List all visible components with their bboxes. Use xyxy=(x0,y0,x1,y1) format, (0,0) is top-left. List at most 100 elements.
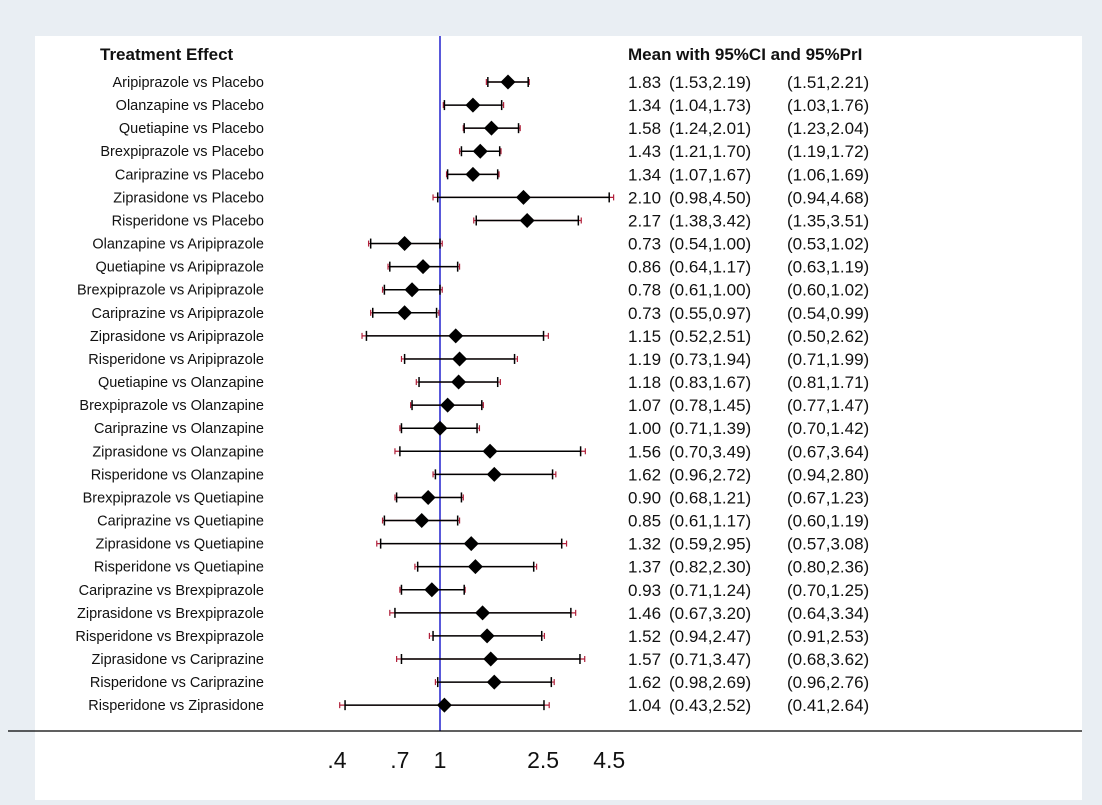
row-label: Ziprasidone vs Brexpiprazole xyxy=(77,606,264,622)
prediction-interval-text: (1.06,1.69) xyxy=(787,165,869,184)
forest-row: Quetiapine vs Olanzapine 1.18 (0.83,1.67) (… xyxy=(98,373,869,392)
confidence-interval-text: (0.54,1.00) xyxy=(669,235,751,254)
mean-value: 1.37 xyxy=(628,558,661,577)
mean-value: 1.18 xyxy=(628,373,661,392)
mean-diamond-marker xyxy=(465,97,481,113)
row-label: Quetiapine vs Placebo xyxy=(119,121,264,137)
confidence-interval-text: (0.67,3.20) xyxy=(669,604,751,623)
mean-value: 1.07 xyxy=(628,396,661,415)
prediction-interval-text: (0.57,3.08) xyxy=(787,535,869,554)
prediction-interval-text: (0.77,1.47) xyxy=(787,396,869,415)
mean-value: 1.62 xyxy=(628,465,661,484)
row-label: Risperidone vs Brexpiprazole xyxy=(75,629,264,645)
confidence-interval-text: (0.96,2.72) xyxy=(669,465,751,484)
row-label: Ziprasidone vs Cariprazine xyxy=(92,652,264,668)
forest-row: Cariprazine vs Quetiapine 0.85 (0.61,1.17)… xyxy=(97,512,869,531)
prediction-interval-text: (0.67,1.23) xyxy=(787,488,869,507)
row-label: Cariprazine vs Olanzapine xyxy=(94,421,264,437)
confidence-interval-text: (0.59,2.95) xyxy=(669,535,751,554)
forest-row: Ziprasidone vs Brexpiprazole 1.46 (0.67,3.… xyxy=(77,604,869,623)
confidence-interval-text: (0.78,1.45) xyxy=(669,396,751,415)
mean-diamond-marker xyxy=(463,536,479,552)
mean-value: 1.00 xyxy=(628,419,661,438)
mean-diamond-marker xyxy=(467,559,483,575)
prediction-interval-text: (0.68,3.62) xyxy=(787,650,869,669)
mean-value: 0.85 xyxy=(628,512,661,531)
mean-value: 0.73 xyxy=(628,304,661,323)
mean-value: 2.17 xyxy=(628,211,661,230)
prediction-interval-text: (1.03,1.76) xyxy=(787,96,869,115)
row-label: Olanzapine vs Placebo xyxy=(116,98,264,114)
confidence-interval-text: (0.61,1.17) xyxy=(669,512,751,531)
row-label: Brexpiprazole vs Placebo xyxy=(100,144,264,160)
confidence-interval-text: (0.71,1.24) xyxy=(669,581,751,600)
forest-row: Risperidone vs Ziprasidone 1.04 (0.43,2.52… xyxy=(88,696,869,715)
prediction-interval-text: (0.64,3.34) xyxy=(787,604,869,623)
row-label: Risperidone vs Aripiprazole xyxy=(88,352,264,368)
confidence-interval-text: (1.04,1.73) xyxy=(669,96,751,115)
prediction-interval-text: (0.67,3.64) xyxy=(787,442,869,461)
mean-value: 1.43 xyxy=(628,142,661,161)
forest-row: Ziprasidone vs Cariprazine 1.57 (0.71,3.47… xyxy=(92,650,870,669)
row-label: Risperidone vs Ziprasidone xyxy=(88,698,264,714)
mean-value: 0.78 xyxy=(628,281,661,300)
prediction-interval-text: (0.71,1.99) xyxy=(787,350,869,369)
mean-diamond-marker xyxy=(483,651,499,667)
x-tick-label: 1 xyxy=(434,747,447,773)
mean-value: 1.58 xyxy=(628,119,661,138)
mean-diamond-marker xyxy=(483,120,499,136)
prediction-interval-text: (1.35,3.51) xyxy=(787,211,869,230)
confidence-interval-text: (0.55,0.97) xyxy=(669,304,751,323)
forest-row: Risperidone vs Cariprazine 1.62 (0.98,2.69… xyxy=(90,673,869,692)
confidence-interval-text: (0.83,1.67) xyxy=(669,373,751,392)
prediction-interval-text: (0.41,2.64) xyxy=(787,696,869,715)
forest-row: Ziprasidone vs Olanzapine 1.56 (0.70,3.49)… xyxy=(92,442,869,461)
prediction-interval-text: (1.23,2.04) xyxy=(787,119,869,138)
confidence-interval-text: (0.98,4.50) xyxy=(669,188,751,207)
mean-diamond-marker xyxy=(515,189,531,205)
mean-value: 0.73 xyxy=(628,235,661,254)
row-label: Ziprasidone vs Quetiapine xyxy=(96,537,264,553)
mean-value: 1.34 xyxy=(628,165,661,184)
mean-diamond-marker xyxy=(424,582,440,598)
confidence-interval-text: (0.94,2.47) xyxy=(669,627,751,646)
confidence-interval-text: (0.52,2.51) xyxy=(669,327,751,346)
forest-row: Brexpiprazole vs Quetiapine 0.90 (0.68,1.2… xyxy=(83,488,870,507)
forest-row: Cariprazine vs Brexpiprazole 0.93 (0.71,1.… xyxy=(79,581,870,600)
prediction-interval-text: (0.60,1.19) xyxy=(787,512,869,531)
forest-row: Ziprasidone vs Quetiapine 1.32 (0.59,2.95)… xyxy=(96,535,870,554)
forest-row: Aripiprazole vs Placebo 1.83 (1.53,2.19) (1… xyxy=(112,73,869,92)
row-label: Ziprasidone vs Aripiprazole xyxy=(90,329,264,345)
confidence-interval-text: (1.53,2.19) xyxy=(669,73,751,92)
forest-row: Cariprazine vs Aripiprazole 0.73 (0.55,0.9… xyxy=(92,304,870,323)
row-label: Aripiprazole vs Placebo xyxy=(112,75,264,91)
prediction-interval-text: (0.53,1.02) xyxy=(787,235,869,254)
x-axis-ticks: .4 .7 1 2.5 4.5 xyxy=(327,747,625,773)
forest-rows: Aripiprazole vs Placebo 1.83 (1.53,2.19) (1… xyxy=(75,73,869,715)
forest-row: Ziprasidone vs Placebo 2.10 (0.98,4.50) (0.… xyxy=(113,188,869,207)
mean-value: 2.10 xyxy=(628,188,661,207)
confidence-interval-text: (0.64,1.17) xyxy=(669,258,751,277)
row-label: Brexpiprazole vs Olanzapine xyxy=(79,398,264,414)
mean-value: 1.62 xyxy=(628,673,661,692)
confidence-interval-text: (0.98,2.69) xyxy=(669,673,751,692)
forest-row: Brexpiprazole vs Olanzapine 1.07 (0.78,1.4… xyxy=(79,396,869,415)
row-label: Risperidone vs Quetiapine xyxy=(94,560,264,576)
row-label: Cariprazine vs Quetiapine xyxy=(97,514,264,530)
mean-diamond-marker xyxy=(482,443,498,459)
forest-row: Quetiapine vs Placebo 1.58 (1.24,2.01) (1.2… xyxy=(119,119,869,138)
row-label: Brexpiprazole vs Aripiprazole xyxy=(77,283,264,299)
forest-row: Brexpiprazole vs Aripiprazole 0.78 (0.61,1… xyxy=(77,281,869,300)
prediction-interval-text: (0.60,1.02) xyxy=(787,281,869,300)
prediction-interval-text: (0.96,2.76) xyxy=(787,673,869,692)
mean-value: 1.34 xyxy=(628,96,661,115)
forest-row: Quetiapine vs Aripiprazole 0.86 (0.64,1.17… xyxy=(96,258,870,277)
forest-row: Risperidone vs Olanzapine 1.62 (0.96,2.72)… xyxy=(91,465,870,484)
mean-diamond-marker xyxy=(475,605,491,621)
prediction-interval-text: (1.51,2.21) xyxy=(787,73,869,92)
mean-diamond-marker xyxy=(432,420,448,436)
row-label: Cariprazine vs Brexpiprazole xyxy=(79,583,264,599)
mean-diamond-marker xyxy=(519,212,535,228)
mean-diamond-marker xyxy=(452,351,468,367)
